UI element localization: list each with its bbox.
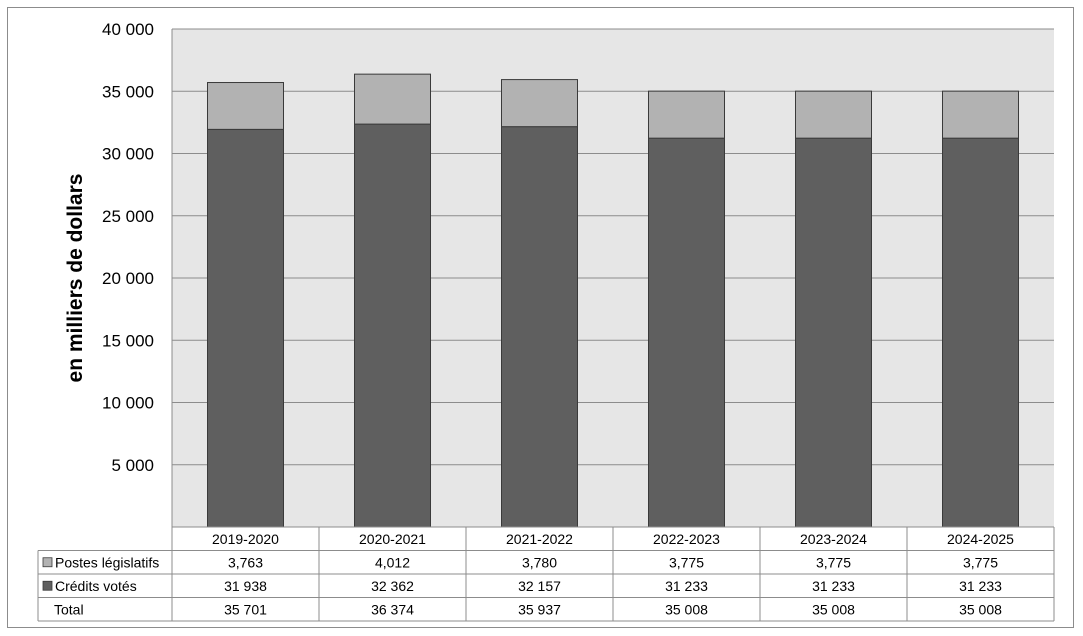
data-table: 2019-2020 2020-2021 2021-2022 2022-2023 2023… (37, 526, 1055, 622)
y-tick-label: 15 000 (102, 331, 154, 350)
bar-segment-credits-votes (795, 137, 872, 528)
bar-segment-postes-legislatifs (648, 90, 725, 139)
y-tick-label: 35 000 (102, 82, 154, 101)
x-category-label: 2021-2022 (506, 531, 573, 547)
table-cell-value: 3,775 (816, 554, 851, 570)
table-cell-value: 4,012 (375, 554, 410, 570)
bar-segment-postes-legislatifs (207, 82, 284, 130)
bar-segment-credits-votes (207, 128, 284, 528)
y-tick-label: 5 000 (111, 456, 154, 475)
x-category-label: 2022-2023 (653, 531, 720, 547)
y-tick-label: 30 000 (102, 145, 154, 164)
y-tick-label: 10 000 (102, 394, 154, 413)
table-cell-value: 3,775 (963, 554, 998, 570)
bar-segment-postes-legislatifs (795, 90, 872, 139)
table-cell-value: 31 233 (665, 578, 708, 594)
table-cell-value: 31 233 (959, 578, 1002, 594)
table-row-label: Total (54, 601, 84, 617)
table-cell-value: 35 008 (665, 601, 708, 617)
x-category-label: 2024-2025 (947, 531, 1014, 547)
y-tick-label: 25 000 (102, 207, 154, 226)
bar-segment-credits-votes (501, 126, 578, 528)
table-cell-value: 3,763 (228, 554, 263, 570)
table-cell-value: 32 157 (518, 578, 561, 594)
y-axis-label: en milliers de dollars (64, 174, 87, 383)
x-category-label: 2023-2024 (800, 531, 867, 547)
y-tick-label: 40 000 (102, 20, 154, 39)
legend-swatch (42, 580, 53, 591)
table-row-label: Postes législatifs (55, 554, 159, 570)
bar-segment-postes-legislatifs (942, 90, 1019, 139)
bars (207, 73, 1019, 528)
table-cell-value: 3,775 (669, 554, 704, 570)
table-cell-value: 35 937 (518, 601, 561, 617)
gridlines (171, 28, 1054, 527)
bar-segment-credits-votes (648, 137, 725, 528)
table-cell-value: 36 374 (371, 601, 414, 617)
bar-segment-postes-legislatifs (354, 73, 431, 125)
bar-segment-credits-votes (354, 123, 431, 528)
table-cell-value: 35 008 (812, 601, 855, 617)
table-row-label: Crédits votés (55, 578, 137, 594)
table-cell-value: 3,780 (522, 554, 557, 570)
x-category-label: 2020-2021 (359, 531, 426, 547)
y-axis-ticks: 5 000 10 000 15 000 20 000 25 000 30 000 35 00… (102, 20, 154, 475)
table-cell-value: 35 008 (959, 601, 1002, 617)
x-category-label: 2019-2020 (212, 531, 279, 547)
y-tick-label: 20 000 (102, 269, 154, 288)
legend-swatch (42, 557, 53, 568)
table-cell-value: 31 938 (224, 578, 267, 594)
bar-segment-postes-legislatifs (501, 79, 578, 128)
table-cell-value: 31 233 (812, 578, 855, 594)
table-cell-value: 32 362 (371, 578, 414, 594)
table-cell-value: 35 701 (224, 601, 267, 617)
bar-segment-credits-votes (942, 137, 1019, 528)
